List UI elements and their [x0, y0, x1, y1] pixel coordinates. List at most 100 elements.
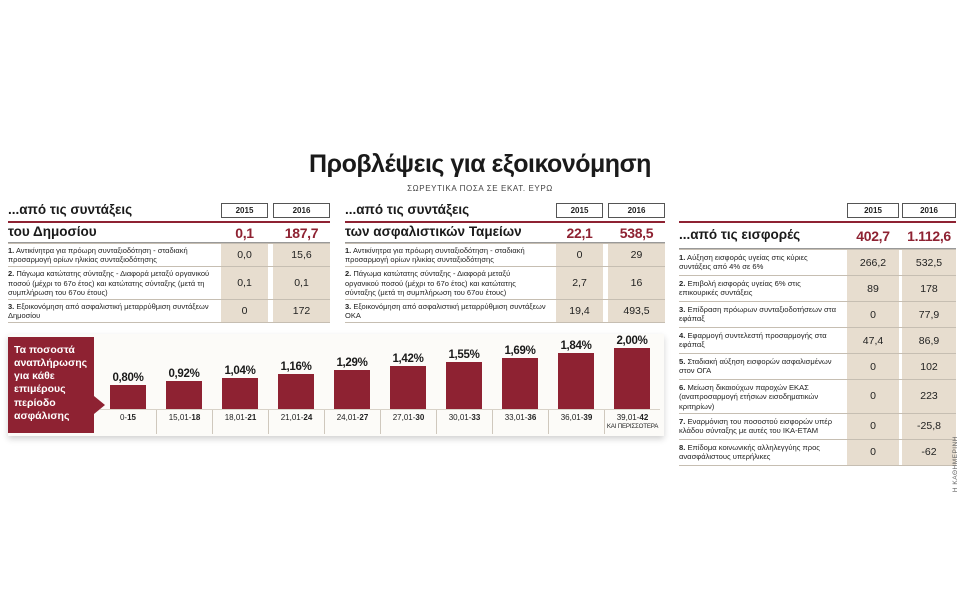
- bar-value-label: 1,29%: [336, 357, 368, 369]
- total-2015: 402,7: [856, 227, 890, 244]
- bar: [334, 370, 370, 410]
- bars-area: 0,80% 0,92% 1,04% 1,16% 1,29% 1,42% 1,55…: [100, 335, 660, 410]
- value-2015-cell: 0: [847, 380, 899, 413]
- page-title: Προβλέψεις για εξοικονόμηση: [309, 150, 651, 178]
- row-number: 3.: [8, 301, 15, 311]
- value-2016-cell: 493,5: [608, 299, 665, 323]
- row-number: 4.: [679, 331, 686, 340]
- table-row: 8. Επίδομα κοινωνικής αλληλεγγύης προς α…: [679, 438, 956, 465]
- row-number: 2.: [679, 279, 686, 288]
- table-row: 3. Επίδραση πρόωρων συνταξιοδοτήσεων στα…: [679, 301, 956, 327]
- row-text: 2. Πάγωμα κατώτατης σύνταξης - Διαφορά μ…: [345, 269, 516, 297]
- x-axis-label: 30,01-33: [436, 410, 492, 434]
- row-text: 3. Εξοικονόμηση από ασφαλιστική μεταρρύθ…: [345, 301, 546, 321]
- table-title-line1: ...από τις συντάξεις: [8, 202, 133, 218]
- bar-group: 2,00%: [604, 335, 660, 410]
- row-text: 1. Αντικίνητρα για πρόωρη συνταξιοδότηση…: [8, 246, 188, 265]
- table-title-line1: ...από τις συντάξεις: [345, 202, 470, 218]
- table-row: 3. Εξοικονόμηση από ασφαλιστική μεταρρύθ…: [345, 298, 665, 323]
- bar: [110, 385, 146, 410]
- row-number: 2.: [8, 269, 15, 279]
- bar-value-label: 1,16%: [280, 361, 312, 373]
- bar-value-label: 2,00%: [616, 335, 648, 347]
- value-2016-cell: 86,9: [902, 328, 956, 353]
- value-2016-cell: -25,8: [902, 413, 956, 439]
- bar-value-label: 0,92%: [168, 368, 200, 380]
- row-text: 3. Εξοικονόμηση από ασφαλιστική μεταρρύθ…: [8, 301, 209, 321]
- value-2016-cell: 77,9: [902, 302, 956, 327]
- year-2015-header: 2015: [556, 203, 603, 218]
- value-2016-cell: 172: [273, 299, 330, 323]
- table-row: 1. Αντικίνητρα για πρόωρη συνταξιοδότηση…: [8, 243, 330, 267]
- replacement-rate-chart: Τα ποσοστά αναπλήρωσης για κάθε επιμέρου…: [8, 334, 664, 436]
- row-text: 2. Πάγωμα κατώτατης σύνταξης - Διαφορά μ…: [8, 269, 210, 297]
- callout-arrow-icon: [94, 396, 105, 414]
- value-2015-cell: 0: [556, 244, 603, 267]
- total-2015: 0,1: [235, 224, 254, 241]
- x-axis-label: 39,01-42 ΚΑΙ ΠΕΡΙΣΣΟΤΕΡΑ: [604, 410, 660, 434]
- table-row: 7. Εναρμόνιση του ποσοστού εισφορών υπέρ…: [679, 412, 956, 439]
- table-insurance-funds-pensions: ...από τις συντάξεις 2015 2016 των ασφαλ…: [345, 202, 665, 324]
- row-number: 3.: [345, 301, 352, 311]
- value-2015-cell: 2,7: [556, 267, 603, 299]
- bar: [502, 358, 538, 410]
- totals-row: των ασφαλιστικών Ταμείων 22,1 538,5: [345, 223, 665, 244]
- bar-group: 0,92%: [156, 335, 212, 410]
- table-row: 5. Σταδιακή αύξηση εισφορών ασφαλισμένων…: [679, 353, 956, 379]
- row-number: 3.: [679, 305, 686, 314]
- bar-value-label: 1,69%: [504, 345, 536, 357]
- value-2016-cell: 532,5: [902, 250, 956, 275]
- bar-group: 1,84%: [548, 335, 604, 410]
- bar-value-label: 1,42%: [392, 353, 424, 365]
- year-2016-header: 2016: [902, 203, 956, 218]
- bar-group: 1,04%: [212, 335, 268, 410]
- table-title-line2: των ασφαλιστικών Ταμείων: [345, 224, 522, 239]
- bar-group: 1,29%: [324, 335, 380, 410]
- table-contributions: 2015 2016 ...από τις εισφορές 402,7 1.11…: [679, 203, 956, 466]
- table-row: 2. Πάγωμα κατώτατης σύνταξης - Διαφορά μ…: [345, 266, 665, 299]
- bar-group: 1,16%: [268, 335, 324, 410]
- x-axis-label: 33,01-36: [492, 410, 548, 434]
- year-2015-header: 2015: [847, 203, 899, 218]
- value-2015-cell: 0,1: [221, 267, 268, 299]
- row-number: 6.: [679, 383, 686, 392]
- table-header: ...από τις συντάξεις 2015 2016: [8, 202, 330, 223]
- bar: [614, 348, 650, 410]
- bar-group: 1,69%: [492, 335, 548, 410]
- totals-row: ...από τις εισφορές 402,7 1.112,6: [679, 223, 956, 249]
- x-axis-label: 0-15: [119, 413, 137, 422]
- value-2016-cell: 223: [902, 380, 956, 413]
- row-text: 3. Επίδραση πρόωρων συνταξιοδοτήσεων στα…: [679, 305, 836, 324]
- total-2015: 22,1: [566, 224, 593, 241]
- totals-row: του Δημοσίου 0,1 187,7: [8, 223, 330, 244]
- row-text: 4. Εφαρμογή συντελεστή προσαρμογής στα ε…: [679, 331, 827, 350]
- table-title-line2: του Δημοσίου: [8, 224, 97, 239]
- value-2015-cell: 0: [847, 439, 899, 465]
- x-axis-label: 36,01-39: [548, 410, 604, 434]
- table-row: 2. Πάγωμα κατώτατης σύνταξης - Διαφορά μ…: [8, 266, 330, 299]
- newspaper-credit: Η ΚΑΘΗΜΕΡΙΝΗ: [952, 436, 959, 493]
- bar-value-label: 0,80%: [112, 372, 144, 384]
- value-2015-cell: 0: [847, 354, 899, 379]
- row-text: 5. Σταδιακή αύξηση εισφορών ασφαλισμένων…: [679, 357, 832, 376]
- bar-group: 1,55%: [436, 335, 492, 410]
- bar-value-label: 1,84%: [560, 340, 592, 352]
- row-text: 2. Επιβολή εισφοράς υγείας 6% στις επικο…: [679, 279, 801, 298]
- table-title-line2: ...από τις εισφορές: [679, 226, 801, 242]
- year-2016-header: 2016: [608, 203, 665, 218]
- x-axis-label: 21,01-24: [268, 410, 324, 434]
- table-row: 1. Αύξηση εισφοράς υγείας στις κύριες συ…: [679, 249, 956, 275]
- value-2016-cell: 178: [902, 276, 956, 301]
- table-row: 2. Επιβολή εισφοράς υγείας 6% στις επικο…: [679, 275, 956, 301]
- value-2015-cell: 0: [847, 413, 899, 439]
- row-text: 1. Αύξηση εισφοράς υγείας στις κύριες συ…: [679, 253, 808, 272]
- row-number: 1.: [8, 246, 15, 256]
- table-row: 1. Αντικίνητρα για πρόωρη συνταξιοδότηση…: [345, 243, 665, 267]
- value-2015-cell: 19,4: [556, 299, 603, 323]
- value-2016-cell: 29: [608, 244, 665, 267]
- value-2016-cell: 16: [608, 267, 665, 299]
- value-2016-cell: 15,6: [273, 244, 330, 267]
- x-axis-label: 15,01-18: [156, 410, 212, 434]
- bar: [222, 378, 258, 410]
